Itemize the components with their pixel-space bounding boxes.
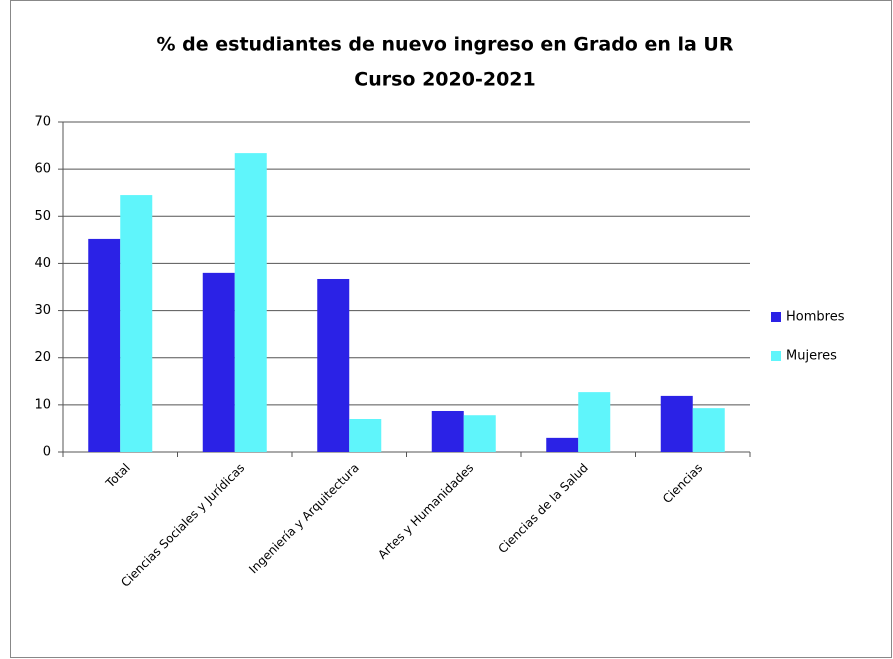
- bar: [120, 195, 153, 453]
- bar: [88, 238, 121, 452]
- y-tick-label: 30: [34, 303, 51, 318]
- y-tick-label: 40: [34, 256, 51, 271]
- bar: [546, 437, 579, 452]
- legend-swatch: [771, 351, 781, 361]
- legend-label: Hombres: [786, 310, 845, 325]
- y-tick-label: 50: [34, 209, 51, 224]
- legend-label: Mujeres: [786, 349, 837, 364]
- y-tick-label: 0: [43, 445, 51, 460]
- y-tick-label: 60: [34, 162, 51, 177]
- bar: [349, 419, 382, 452]
- bar: [202, 272, 235, 452]
- legend-swatch: [771, 312, 781, 322]
- bar: [660, 395, 693, 452]
- bar: [692, 408, 725, 452]
- y-tick-label: 70: [34, 115, 51, 130]
- bar: [234, 153, 267, 452]
- chart-frame: [10, 0, 892, 658]
- bar: [578, 392, 611, 452]
- bar: [317, 278, 350, 452]
- bar: [431, 410, 464, 452]
- bar: [463, 415, 496, 452]
- y-tick-label: 20: [34, 350, 51, 365]
- y-tick-label: 10: [34, 397, 51, 412]
- chart-subtitle: Curso 2020-2021: [354, 69, 535, 91]
- chart-title: % de estudiantes de nuevo ingreso en Gra…: [157, 34, 734, 56]
